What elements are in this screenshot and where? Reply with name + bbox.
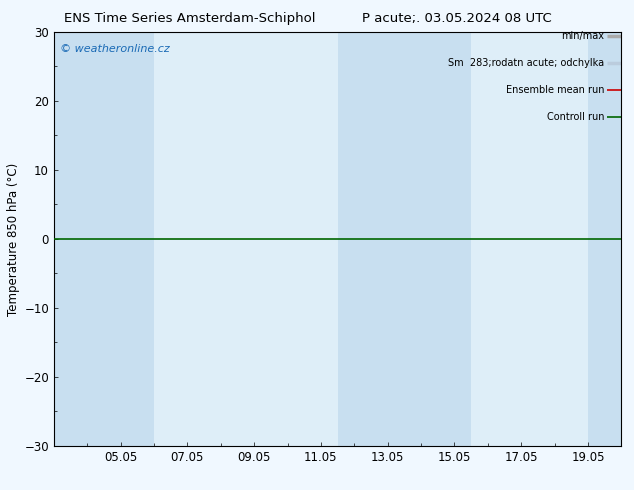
Text: © weatheronline.cz: © weatheronline.cz — [60, 44, 169, 54]
Y-axis label: Temperature 850 hPa (°C): Temperature 850 hPa (°C) — [7, 162, 20, 316]
Bar — [54, 32, 154, 446]
Bar — [588, 32, 621, 446]
Text: ENS Time Series Amsterdam-Schiphol: ENS Time Series Amsterdam-Schiphol — [65, 12, 316, 25]
Text: Ensemble mean run: Ensemble mean run — [506, 85, 604, 95]
Bar — [337, 32, 471, 446]
Text: Sm  283;rodatn acute; odchylka: Sm 283;rodatn acute; odchylka — [448, 58, 604, 68]
Text: P acute;. 03.05.2024 08 UTC: P acute;. 03.05.2024 08 UTC — [361, 12, 552, 25]
Text: min/max: min/max — [561, 31, 604, 41]
Text: Controll run: Controll run — [547, 112, 604, 122]
